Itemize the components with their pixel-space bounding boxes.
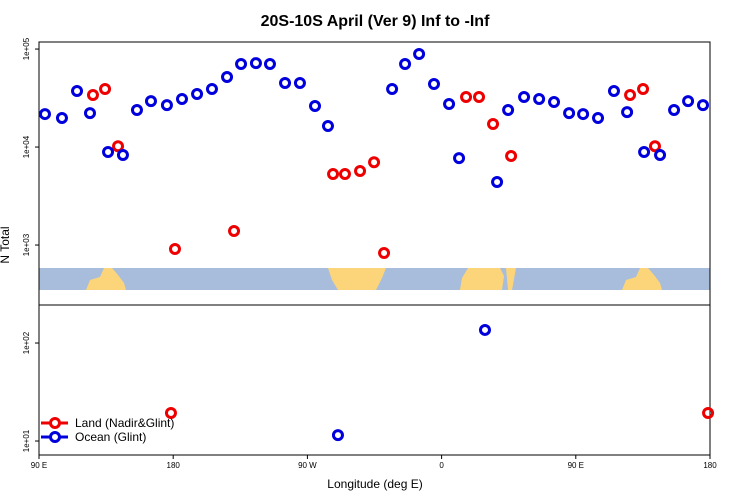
point (327, 168, 340, 181)
chart-title: 20S-10S April (Ver 9) Inf to -Inf (261, 13, 490, 30)
point (592, 111, 605, 124)
point (293, 77, 306, 90)
point (83, 107, 96, 120)
plot-frame (38, 41, 711, 456)
point (116, 148, 129, 161)
x-tick-label: 0 (439, 461, 444, 470)
point (607, 85, 620, 98)
point (249, 57, 262, 70)
point (413, 48, 426, 61)
x-tick-label: 180 (703, 461, 717, 470)
x-tick-label: 90 E (31, 461, 47, 470)
point (518, 91, 531, 104)
point (427, 77, 440, 90)
point (309, 100, 322, 113)
x-tick-label: 90 W (298, 461, 317, 470)
point (102, 145, 115, 158)
point (228, 225, 241, 238)
legend-label: Ocean (Glint) (75, 430, 146, 444)
point (130, 103, 143, 116)
y-tick-label: 1e+05 (22, 37, 31, 60)
point (473, 91, 486, 104)
point (637, 83, 650, 96)
point (502, 103, 515, 116)
point (654, 148, 667, 161)
x-tick-label: 180 (167, 461, 181, 470)
point (682, 95, 695, 108)
map-strip (39, 268, 710, 290)
point (191, 87, 204, 100)
point (354, 164, 367, 177)
y-tick-label: 1e+04 (22, 135, 31, 158)
point (338, 168, 351, 181)
point (453, 152, 466, 165)
point (505, 150, 518, 163)
point (221, 71, 234, 84)
point (205, 83, 218, 96)
point (164, 407, 177, 420)
point (624, 88, 637, 101)
y-axis-label: N Total (0, 226, 12, 263)
point (321, 119, 334, 132)
point (621, 106, 634, 119)
point (144, 95, 157, 108)
point (638, 145, 651, 158)
point (112, 140, 125, 153)
x-axis-label: Longitude (deg E) (327, 477, 422, 491)
point (648, 140, 661, 153)
point (386, 83, 399, 96)
y-tick-label: 1e+03 (22, 233, 31, 256)
point (668, 103, 681, 116)
point (491, 175, 504, 188)
point (175, 93, 188, 106)
point (399, 58, 412, 71)
point (55, 111, 68, 124)
y-tick-label: 1e+02 (22, 331, 31, 354)
point (548, 96, 561, 109)
point (71, 85, 84, 98)
x-tick-label: 90 E (568, 461, 584, 470)
point (263, 58, 276, 71)
point (487, 117, 500, 130)
point (577, 108, 590, 121)
legend-marker (49, 431, 61, 443)
point (86, 88, 99, 101)
point (378, 246, 391, 259)
point (478, 323, 491, 336)
point (279, 77, 292, 90)
point (696, 99, 709, 112)
y-tick-label: 1e+01 (22, 429, 31, 452)
point (38, 108, 51, 121)
legend-label: Land (Nadir&Glint) (75, 416, 174, 430)
point (460, 91, 473, 104)
point (702, 407, 715, 420)
point (99, 83, 112, 96)
point (331, 429, 344, 442)
point (368, 156, 381, 169)
point (168, 243, 181, 256)
point (563, 107, 576, 120)
point (443, 97, 456, 110)
point (160, 99, 173, 112)
point (533, 93, 546, 106)
legend-marker (49, 417, 61, 429)
point (235, 58, 248, 71)
